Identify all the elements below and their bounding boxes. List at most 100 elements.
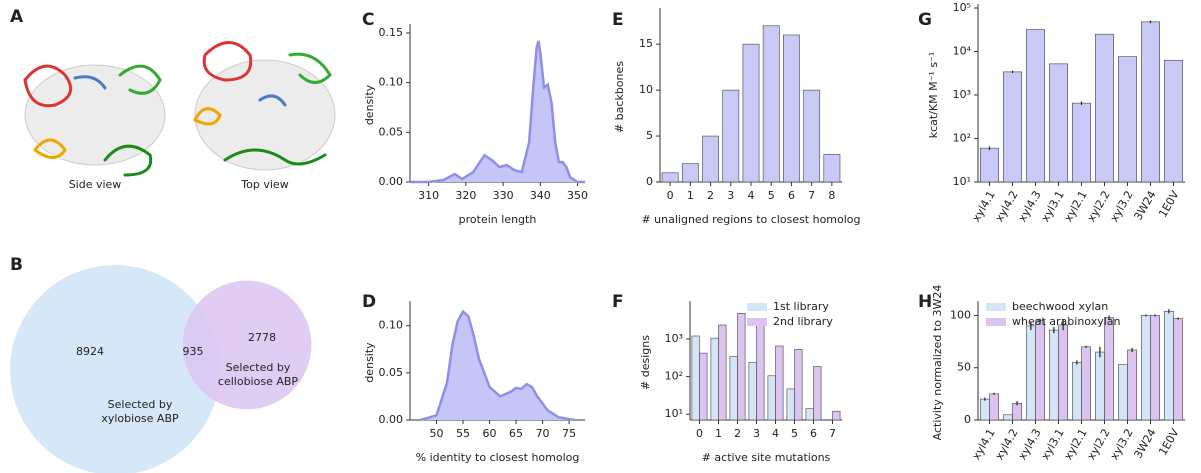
- x-tick-label: 0: [667, 189, 674, 202]
- bar: [1104, 317, 1114, 421]
- x-tick-label: 330: [493, 189, 514, 202]
- bar: [979, 398, 990, 421]
- panel-letter: H: [918, 292, 932, 312]
- y-tick-label: 10²: [665, 370, 683, 383]
- x-tick-label: 0: [696, 427, 703, 440]
- venn-set: [182, 280, 312, 410]
- y-tick-label: 0.15: [379, 26, 404, 39]
- protein-top: [194, 59, 336, 171]
- bar: [1058, 324, 1068, 421]
- protein-loop: [193, 107, 222, 126]
- x-tick-label: 8: [828, 189, 835, 202]
- protein-loop: [258, 94, 287, 107]
- y-tick-label: 0: [964, 413, 971, 426]
- bar: [1002, 71, 1022, 183]
- bar: [718, 324, 727, 421]
- venn-count: 935: [183, 345, 204, 358]
- x-tick-label: 3: [727, 189, 734, 202]
- legend-label: 2nd library: [773, 315, 833, 328]
- bar: [681, 163, 699, 183]
- panel-letter: E: [612, 10, 624, 30]
- x-tick-label: 7: [808, 189, 815, 202]
- y-axis-label: Activity normalized to 3W24: [931, 285, 944, 441]
- caption: Top view: [240, 178, 288, 191]
- bar: [786, 388, 795, 421]
- panel-a-art: [23, 41, 336, 177]
- panel-letter: C: [362, 10, 374, 30]
- x-tick-label: 6: [810, 427, 817, 440]
- venn-count: 2778: [248, 331, 276, 344]
- y-tick-label: 0.05: [379, 366, 404, 379]
- bar: [699, 352, 708, 421]
- bar: [1150, 315, 1160, 421]
- protein-loop: [223, 148, 327, 166]
- bar: [756, 318, 765, 421]
- x-tick-label: 310: [418, 189, 439, 202]
- venn-label-line: Selected by: [108, 398, 173, 411]
- bar: [1002, 414, 1013, 421]
- y-tick-label: 10¹: [953, 175, 971, 188]
- bar: [805, 408, 814, 421]
- y-tick-label: 0.10: [379, 319, 404, 332]
- y-tick-label: 0.05: [379, 125, 404, 138]
- panel-letter: B: [10, 255, 23, 275]
- bar: [1026, 29, 1046, 183]
- venn-label-line: Selected by: [226, 361, 291, 374]
- protein-loop: [33, 138, 67, 159]
- x-tick-label: xyl3.2: [1108, 189, 1136, 225]
- protein-loop: [73, 75, 107, 90]
- y-tick-label: 0.00: [379, 175, 404, 188]
- y-axis-label: # designs: [639, 335, 652, 390]
- y-tick-label: 0.10: [379, 76, 404, 89]
- bar: [661, 172, 679, 183]
- panel-letter: A: [10, 7, 24, 27]
- legend-label: wheat arabinoxylan: [1012, 315, 1121, 328]
- legend-label: 1st library: [773, 300, 829, 313]
- bar: [710, 337, 719, 421]
- venn-label: Selected by xylobiose ABP: [101, 398, 179, 425]
- y-axis-label: density: [363, 342, 376, 383]
- y-tick-label: 10: [639, 83, 653, 96]
- legend-swatch: [986, 303, 1006, 311]
- x-tick-label: 3: [753, 427, 760, 440]
- x-tick-label: 340: [530, 189, 551, 202]
- x-tick-label: 1E0V: [1156, 426, 1182, 458]
- x-tick-label: 55: [456, 427, 470, 440]
- y-axis-label: # backbones: [613, 61, 626, 133]
- bar: [1049, 63, 1069, 183]
- x-tick-label: 5: [791, 427, 798, 440]
- x-tick-label: 75: [562, 427, 576, 440]
- legend-label: beechwood xylan: [1012, 300, 1108, 313]
- bar: [1081, 346, 1091, 421]
- y-tick-label: 0: [646, 175, 653, 188]
- panel-letter: F: [612, 292, 624, 312]
- bar: [794, 349, 803, 421]
- protein-loop: [118, 64, 162, 95]
- y-tick-label: 10⁴: [953, 45, 972, 58]
- x-tick-label: 6: [788, 189, 795, 202]
- bar: [803, 89, 821, 183]
- panel-letter: D: [362, 292, 376, 312]
- x-axis-label: # active site mutations: [702, 451, 831, 464]
- bar: [832, 410, 841, 421]
- venn-set: [10, 265, 220, 473]
- bar: [1072, 362, 1082, 421]
- x-tick-label: 50: [430, 427, 444, 440]
- bar: [1141, 315, 1151, 421]
- bar: [1072, 102, 1092, 183]
- bar: [1118, 56, 1138, 183]
- density-area: [420, 309, 575, 422]
- bar: [1035, 320, 1045, 421]
- bar: [1164, 310, 1174, 421]
- bar: [1095, 351, 1105, 421]
- x-tick-label: 2: [734, 427, 741, 440]
- bar: [1141, 21, 1161, 183]
- x-tick-label: 2: [707, 189, 714, 202]
- bar: [823, 154, 841, 183]
- x-tick-label: 4: [748, 189, 755, 202]
- bar: [813, 366, 822, 421]
- bar: [1164, 59, 1184, 183]
- bar: [775, 345, 784, 421]
- bar: [989, 393, 999, 421]
